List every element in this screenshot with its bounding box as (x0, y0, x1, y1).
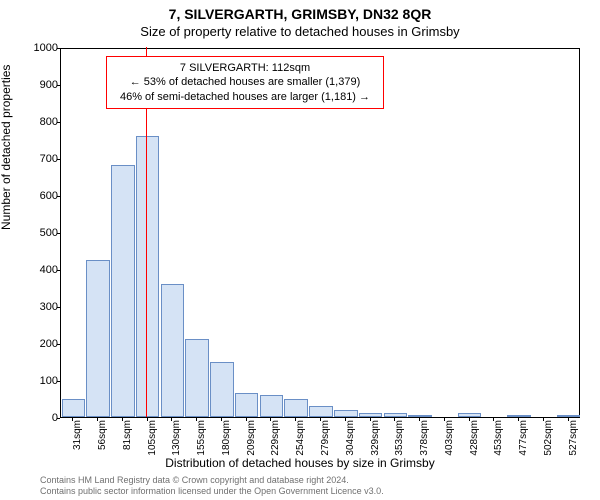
y-tick-mark (57, 196, 60, 197)
y-tick-label: 100 (8, 375, 58, 387)
histogram-bar (161, 284, 185, 417)
x-tick-label: 254sqm (295, 420, 306, 456)
x-tick-label: 353sqm (394, 420, 405, 456)
x-tick-mark (320, 418, 321, 421)
y-tick-label: 400 (8, 264, 58, 276)
x-tick-mark (469, 418, 470, 421)
footer-line-2: Contains public sector information licen… (40, 486, 384, 497)
x-tick-label: 378sqm (419, 420, 430, 456)
x-tick-label: 502sqm (543, 420, 554, 456)
x-tick-mark (171, 418, 172, 421)
chart-root: { "header": { "line1": "7, SILVERGARTH, … (0, 0, 600, 500)
histogram-bar (86, 260, 110, 417)
histogram-bar (260, 395, 284, 417)
y-tick-mark (57, 159, 60, 160)
x-tick-mark (270, 418, 271, 421)
footer-attribution: Contains HM Land Registry data © Crown c… (40, 475, 384, 497)
histogram-bar (185, 339, 209, 417)
y-tick-mark (57, 48, 60, 49)
x-tick-label: 56sqm (97, 420, 108, 450)
x-tick-mark (568, 418, 569, 421)
x-tick-mark (444, 418, 445, 421)
x-tick-label: 428sqm (469, 420, 480, 456)
y-tick-label: 300 (8, 301, 58, 313)
y-tick-label: 500 (8, 227, 58, 239)
y-tick-mark (57, 307, 60, 308)
histogram-bar (62, 399, 86, 418)
x-tick-label: 130sqm (171, 420, 182, 456)
chart-header: 7, SILVERGARTH, GRIMSBY, DN32 8QR Size o… (0, 0, 600, 40)
title-description: Size of property relative to detached ho… (0, 24, 600, 40)
x-axis-label: Distribution of detached houses by size … (0, 456, 600, 470)
x-tick-mark (72, 418, 73, 421)
histogram-bar (235, 393, 259, 417)
x-tick-mark (221, 418, 222, 421)
histogram-bar (384, 413, 408, 417)
info-box-line: 46% of semi-detached houses are larger (… (115, 90, 375, 104)
info-box-line: ← 53% of detached houses are smaller (1,… (115, 75, 375, 89)
y-tick-mark (57, 122, 60, 123)
y-tick-mark (57, 418, 60, 419)
x-tick-mark (394, 418, 395, 421)
x-tick-label: 105sqm (147, 420, 158, 456)
x-tick-label: 209sqm (246, 420, 257, 456)
histogram-bar (507, 415, 531, 417)
info-box: 7 SILVERGARTH: 112sqm← 53% of detached h… (106, 56, 384, 109)
x-tick-label: 527sqm (568, 420, 579, 456)
histogram-bar (136, 136, 160, 417)
y-tick-mark (57, 381, 60, 382)
histogram-bar (458, 413, 482, 417)
x-tick-mark (419, 418, 420, 421)
x-tick-mark (493, 418, 494, 421)
x-tick-label: 155sqm (196, 420, 207, 456)
histogram-bar (309, 406, 333, 417)
footer-line-1: Contains HM Land Registry data © Crown c… (40, 475, 384, 486)
y-tick-mark (57, 270, 60, 271)
y-tick-label: 200 (8, 338, 58, 350)
histogram-bar (557, 415, 581, 417)
y-tick-label: 900 (8, 79, 58, 91)
info-box-line: 7 SILVERGARTH: 112sqm (115, 61, 375, 75)
title-address: 7, SILVERGARTH, GRIMSBY, DN32 8QR (0, 6, 600, 24)
x-tick-mark (295, 418, 296, 421)
y-tick-label: 800 (8, 116, 58, 128)
histogram-bar (359, 413, 383, 417)
x-tick-label: 31sqm (72, 420, 83, 450)
histogram-bar (284, 399, 308, 418)
x-tick-mark (345, 418, 346, 421)
y-tick-label: 700 (8, 153, 58, 165)
x-tick-label: 81sqm (122, 420, 133, 450)
x-tick-mark (196, 418, 197, 421)
x-tick-label: 180sqm (221, 420, 232, 456)
histogram-bar (408, 415, 432, 417)
y-tick-mark (57, 233, 60, 234)
x-tick-label: 279sqm (320, 420, 331, 456)
y-tick-mark (57, 85, 60, 86)
y-tick-label: 600 (8, 190, 58, 202)
y-tick-label: 1000 (8, 42, 58, 54)
x-tick-label: 477sqm (518, 420, 529, 456)
x-tick-label: 229sqm (270, 420, 281, 456)
x-tick-label: 453sqm (493, 420, 504, 456)
histogram-bar (210, 362, 234, 418)
y-tick-mark (57, 344, 60, 345)
x-tick-mark (147, 418, 148, 421)
x-tick-mark (518, 418, 519, 421)
x-tick-mark (122, 418, 123, 421)
y-tick-label: 0 (8, 412, 58, 424)
x-tick-label: 304sqm (345, 420, 356, 456)
x-tick-mark (97, 418, 98, 421)
x-tick-label: 403sqm (444, 420, 455, 456)
x-tick-mark (543, 418, 544, 421)
histogram-bar (334, 410, 358, 417)
histogram-bar (111, 165, 135, 417)
x-tick-label: 329sqm (370, 420, 381, 456)
x-tick-mark (246, 418, 247, 421)
x-tick-mark (370, 418, 371, 421)
